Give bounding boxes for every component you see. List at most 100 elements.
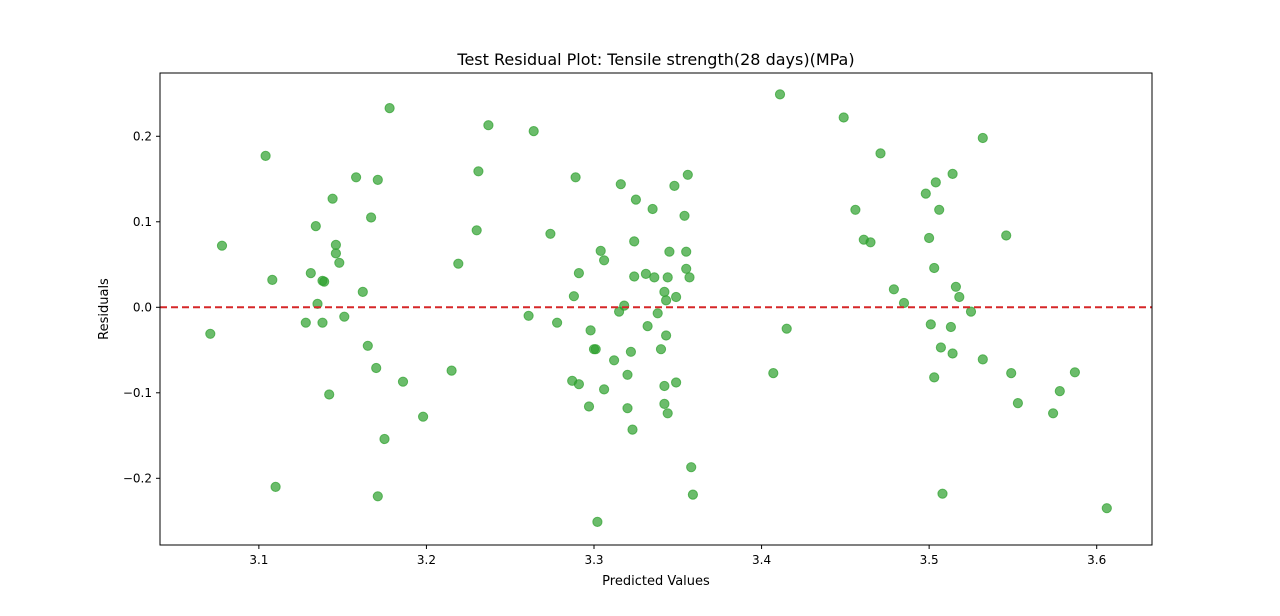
data-point-74 xyxy=(662,272,673,283)
data-point-95 xyxy=(898,297,910,309)
data-point-87 xyxy=(774,89,786,100)
data-point-97 xyxy=(924,232,935,244)
data-point-54 xyxy=(619,300,630,311)
data-point-69 xyxy=(659,380,670,392)
data-point-73 xyxy=(662,408,673,419)
data-point-8 xyxy=(312,298,323,309)
data-point-47 xyxy=(592,516,603,528)
x-axis-ticks: 3.1 3.2 3.3 3.4 3.5 3.6 xyxy=(249,545,1106,567)
data-point-30 xyxy=(453,258,464,269)
points-layer xyxy=(205,89,1112,528)
data-point-93 xyxy=(875,148,886,159)
data-point-110 xyxy=(965,306,977,317)
data-point-108 xyxy=(950,281,962,292)
data-point-112 xyxy=(977,132,988,144)
data-point-32 xyxy=(473,166,484,177)
data-point-109 xyxy=(954,291,965,303)
data-point-117 xyxy=(1054,386,1065,397)
data-point-53 xyxy=(615,179,626,190)
data-point-15 xyxy=(330,239,341,250)
data-point-56 xyxy=(622,403,633,414)
x-tick-label: 3.3 xyxy=(584,553,603,567)
data-point-18 xyxy=(351,172,362,183)
data-point-75 xyxy=(664,246,675,257)
data-point-118 xyxy=(1069,367,1081,378)
data-point-98 xyxy=(925,319,936,330)
data-point-24 xyxy=(372,491,383,502)
data-point-113 xyxy=(1001,230,1012,241)
plot-area-frame xyxy=(159,72,1153,546)
data-point-67 xyxy=(655,344,667,355)
y-tick-label: 0.2 xyxy=(133,129,152,143)
data-point-6 xyxy=(305,268,316,279)
data-point-71 xyxy=(659,398,670,409)
x-tick-label: 3.1 xyxy=(249,553,268,567)
data-point-10 xyxy=(319,276,330,287)
data-point-5 xyxy=(300,317,311,328)
data-point-64 xyxy=(647,203,658,215)
data-point-7 xyxy=(310,221,321,232)
data-point-40 xyxy=(570,172,581,183)
data-point-26 xyxy=(384,103,395,114)
y-tick-label: 0.0 xyxy=(133,300,152,314)
data-point-59 xyxy=(629,236,640,247)
data-point-11 xyxy=(317,317,328,328)
y-tick-label: 0.1 xyxy=(133,215,152,229)
data-point-115 xyxy=(1012,398,1024,409)
x-tick-label: 3.2 xyxy=(417,553,436,567)
data-point-50 xyxy=(599,384,610,395)
data-point-36 xyxy=(545,228,556,239)
data-point-0 xyxy=(205,328,216,339)
data-point-70 xyxy=(661,295,672,306)
data-point-66 xyxy=(652,308,663,319)
x-tick-label: 3.6 xyxy=(1087,553,1106,567)
data-point-37 xyxy=(552,317,563,328)
data-point-106 xyxy=(947,348,958,359)
data-point-29 xyxy=(446,365,457,376)
data-point-31 xyxy=(471,225,482,236)
data-point-101 xyxy=(930,177,941,188)
data-point-13 xyxy=(327,193,338,204)
data-point-99 xyxy=(929,372,940,383)
data-point-27 xyxy=(397,376,409,387)
data-point-35 xyxy=(528,126,539,137)
data-point-19 xyxy=(357,286,368,297)
data-point-58 xyxy=(627,424,638,435)
data-point-4 xyxy=(270,481,281,492)
data-point-92 xyxy=(865,237,876,248)
data-point-23 xyxy=(372,174,383,185)
y-tick-label: −0.2 xyxy=(123,471,152,485)
data-point-90 xyxy=(850,204,861,215)
data-point-25 xyxy=(379,433,390,445)
data-point-28 xyxy=(418,411,429,422)
data-point-65 xyxy=(649,272,660,283)
y-axis-label: Residuals xyxy=(97,278,112,340)
data-point-77 xyxy=(671,291,682,303)
data-point-3 xyxy=(267,274,278,285)
data-point-49 xyxy=(599,255,610,266)
data-point-48 xyxy=(595,245,606,256)
data-point-104 xyxy=(937,488,948,499)
data-point-84 xyxy=(686,462,697,473)
data-point-43 xyxy=(583,401,595,412)
data-point-96 xyxy=(920,188,931,199)
data-point-34 xyxy=(523,310,534,321)
data-point-12 xyxy=(324,389,335,400)
data-point-78 xyxy=(671,377,682,388)
chart-title: Test Residual Plot: Tensile strength(28 … xyxy=(456,50,854,69)
data-point-79 xyxy=(679,210,690,221)
data-point-119 xyxy=(1101,503,1112,514)
data-point-94 xyxy=(888,284,900,295)
x-tick-label: 3.5 xyxy=(920,553,939,567)
data-point-14 xyxy=(330,248,341,259)
data-point-57 xyxy=(625,346,637,357)
data-point-2 xyxy=(260,150,271,161)
data-point-1 xyxy=(216,240,228,251)
data-point-63 xyxy=(642,321,653,332)
data-point-72 xyxy=(661,330,672,341)
data-point-89 xyxy=(838,112,849,123)
data-point-62 xyxy=(640,268,652,279)
data-point-86 xyxy=(768,368,779,379)
